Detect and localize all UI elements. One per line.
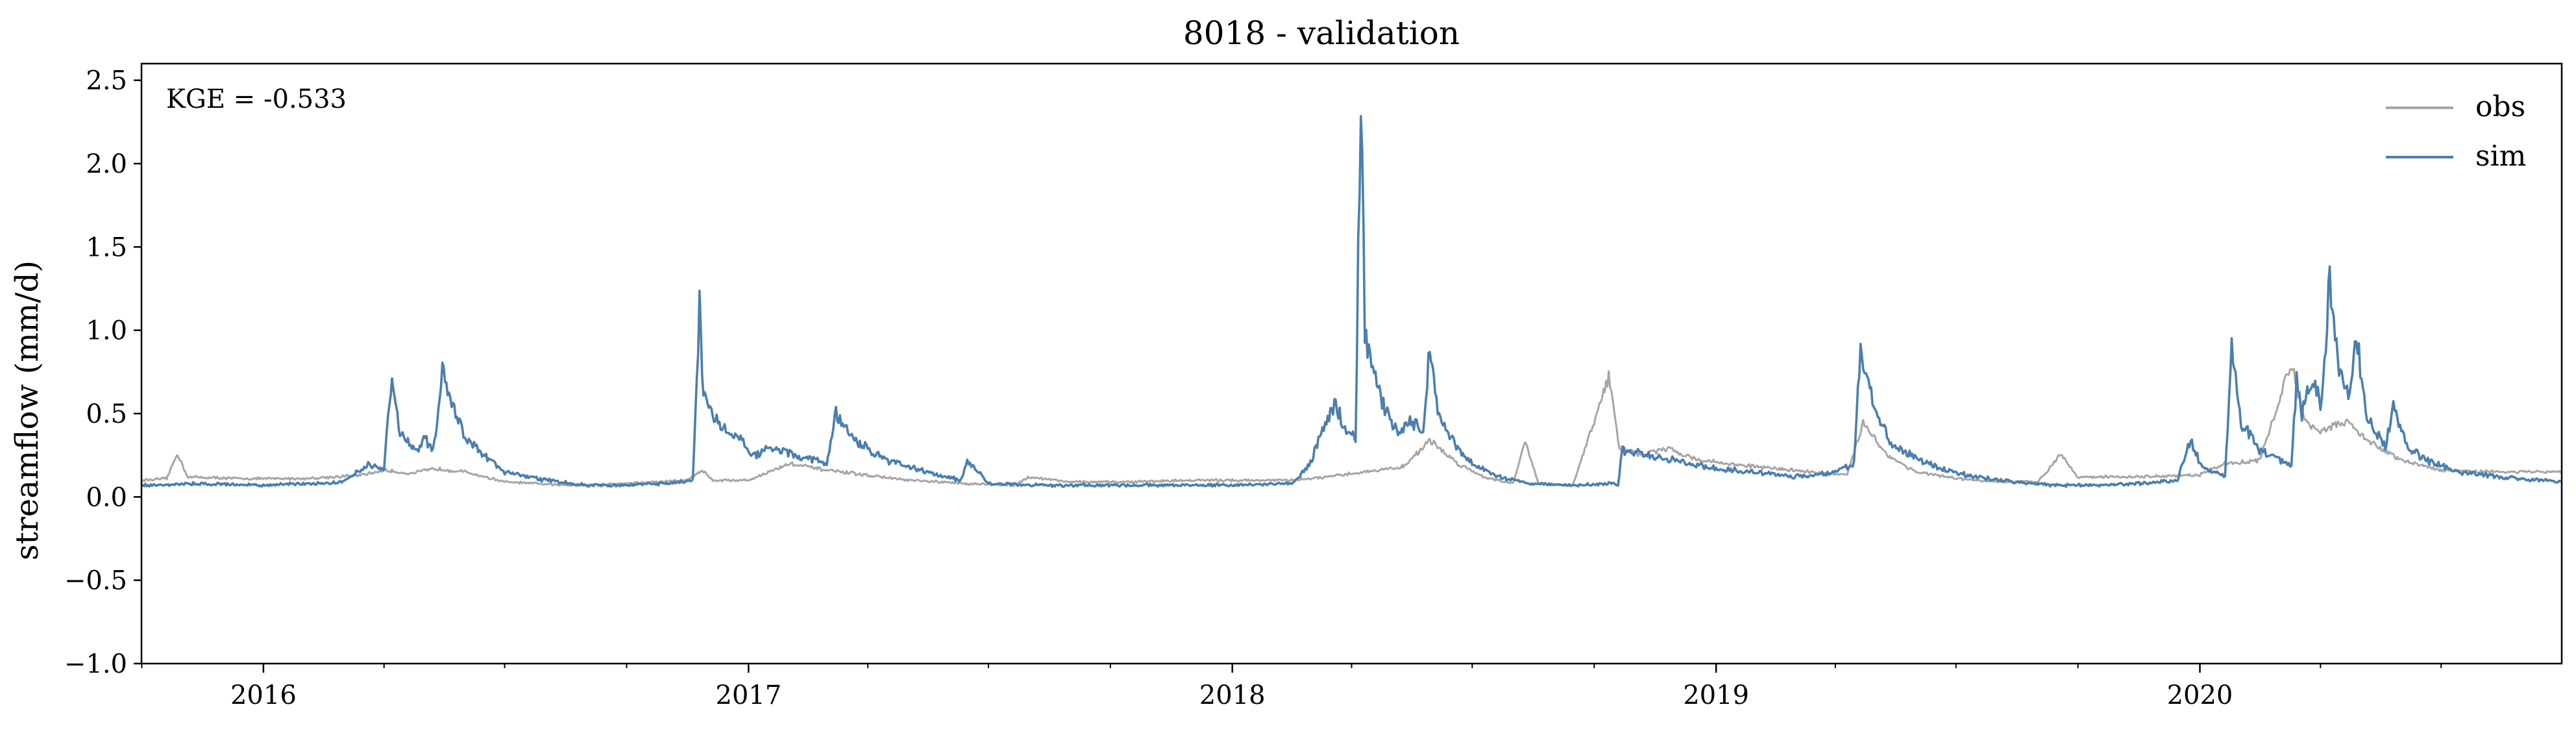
y-tick-label: −0.5 [64,566,127,596]
y-tick-label: 0.0 [86,482,127,512]
y-axis: −1.0 −0.5 0.0 0.5 1.0 1.5 2.0 2.5 [64,66,141,679]
y-tick-label: 2.5 [86,66,127,96]
kge-annotation: KGE = -0.533 [166,84,347,114]
series-layer [141,115,2563,488]
legend-label-sim: sim [2475,140,2526,173]
y-tick-label: 0.5 [86,399,127,429]
y-axis-label: streamflow (mm/d) [9,260,45,560]
x-tick-label: 2020 [2167,680,2233,710]
y-tick-label: −1.0 [64,649,127,679]
series-line-sim [141,115,2562,488]
x-tick-label: 2019 [1683,680,1749,710]
y-tick-label: 2.0 [86,149,127,179]
y-tick-label: 1.5 [86,232,127,262]
series-line-obs [141,368,2563,488]
y-tick-label: 1.0 [86,316,127,346]
x-tick-label: 2018 [1199,680,1266,710]
legend-label-obs: obs [2475,90,2525,123]
x-axis: 2016 2017 2018 2019 2020 [141,664,2442,710]
x-tick-label: 2016 [230,680,297,710]
legend: obs sim [2386,90,2526,173]
x-tick-label: 2017 [715,680,781,710]
chart-title: 8018 - validation [1183,14,1460,52]
